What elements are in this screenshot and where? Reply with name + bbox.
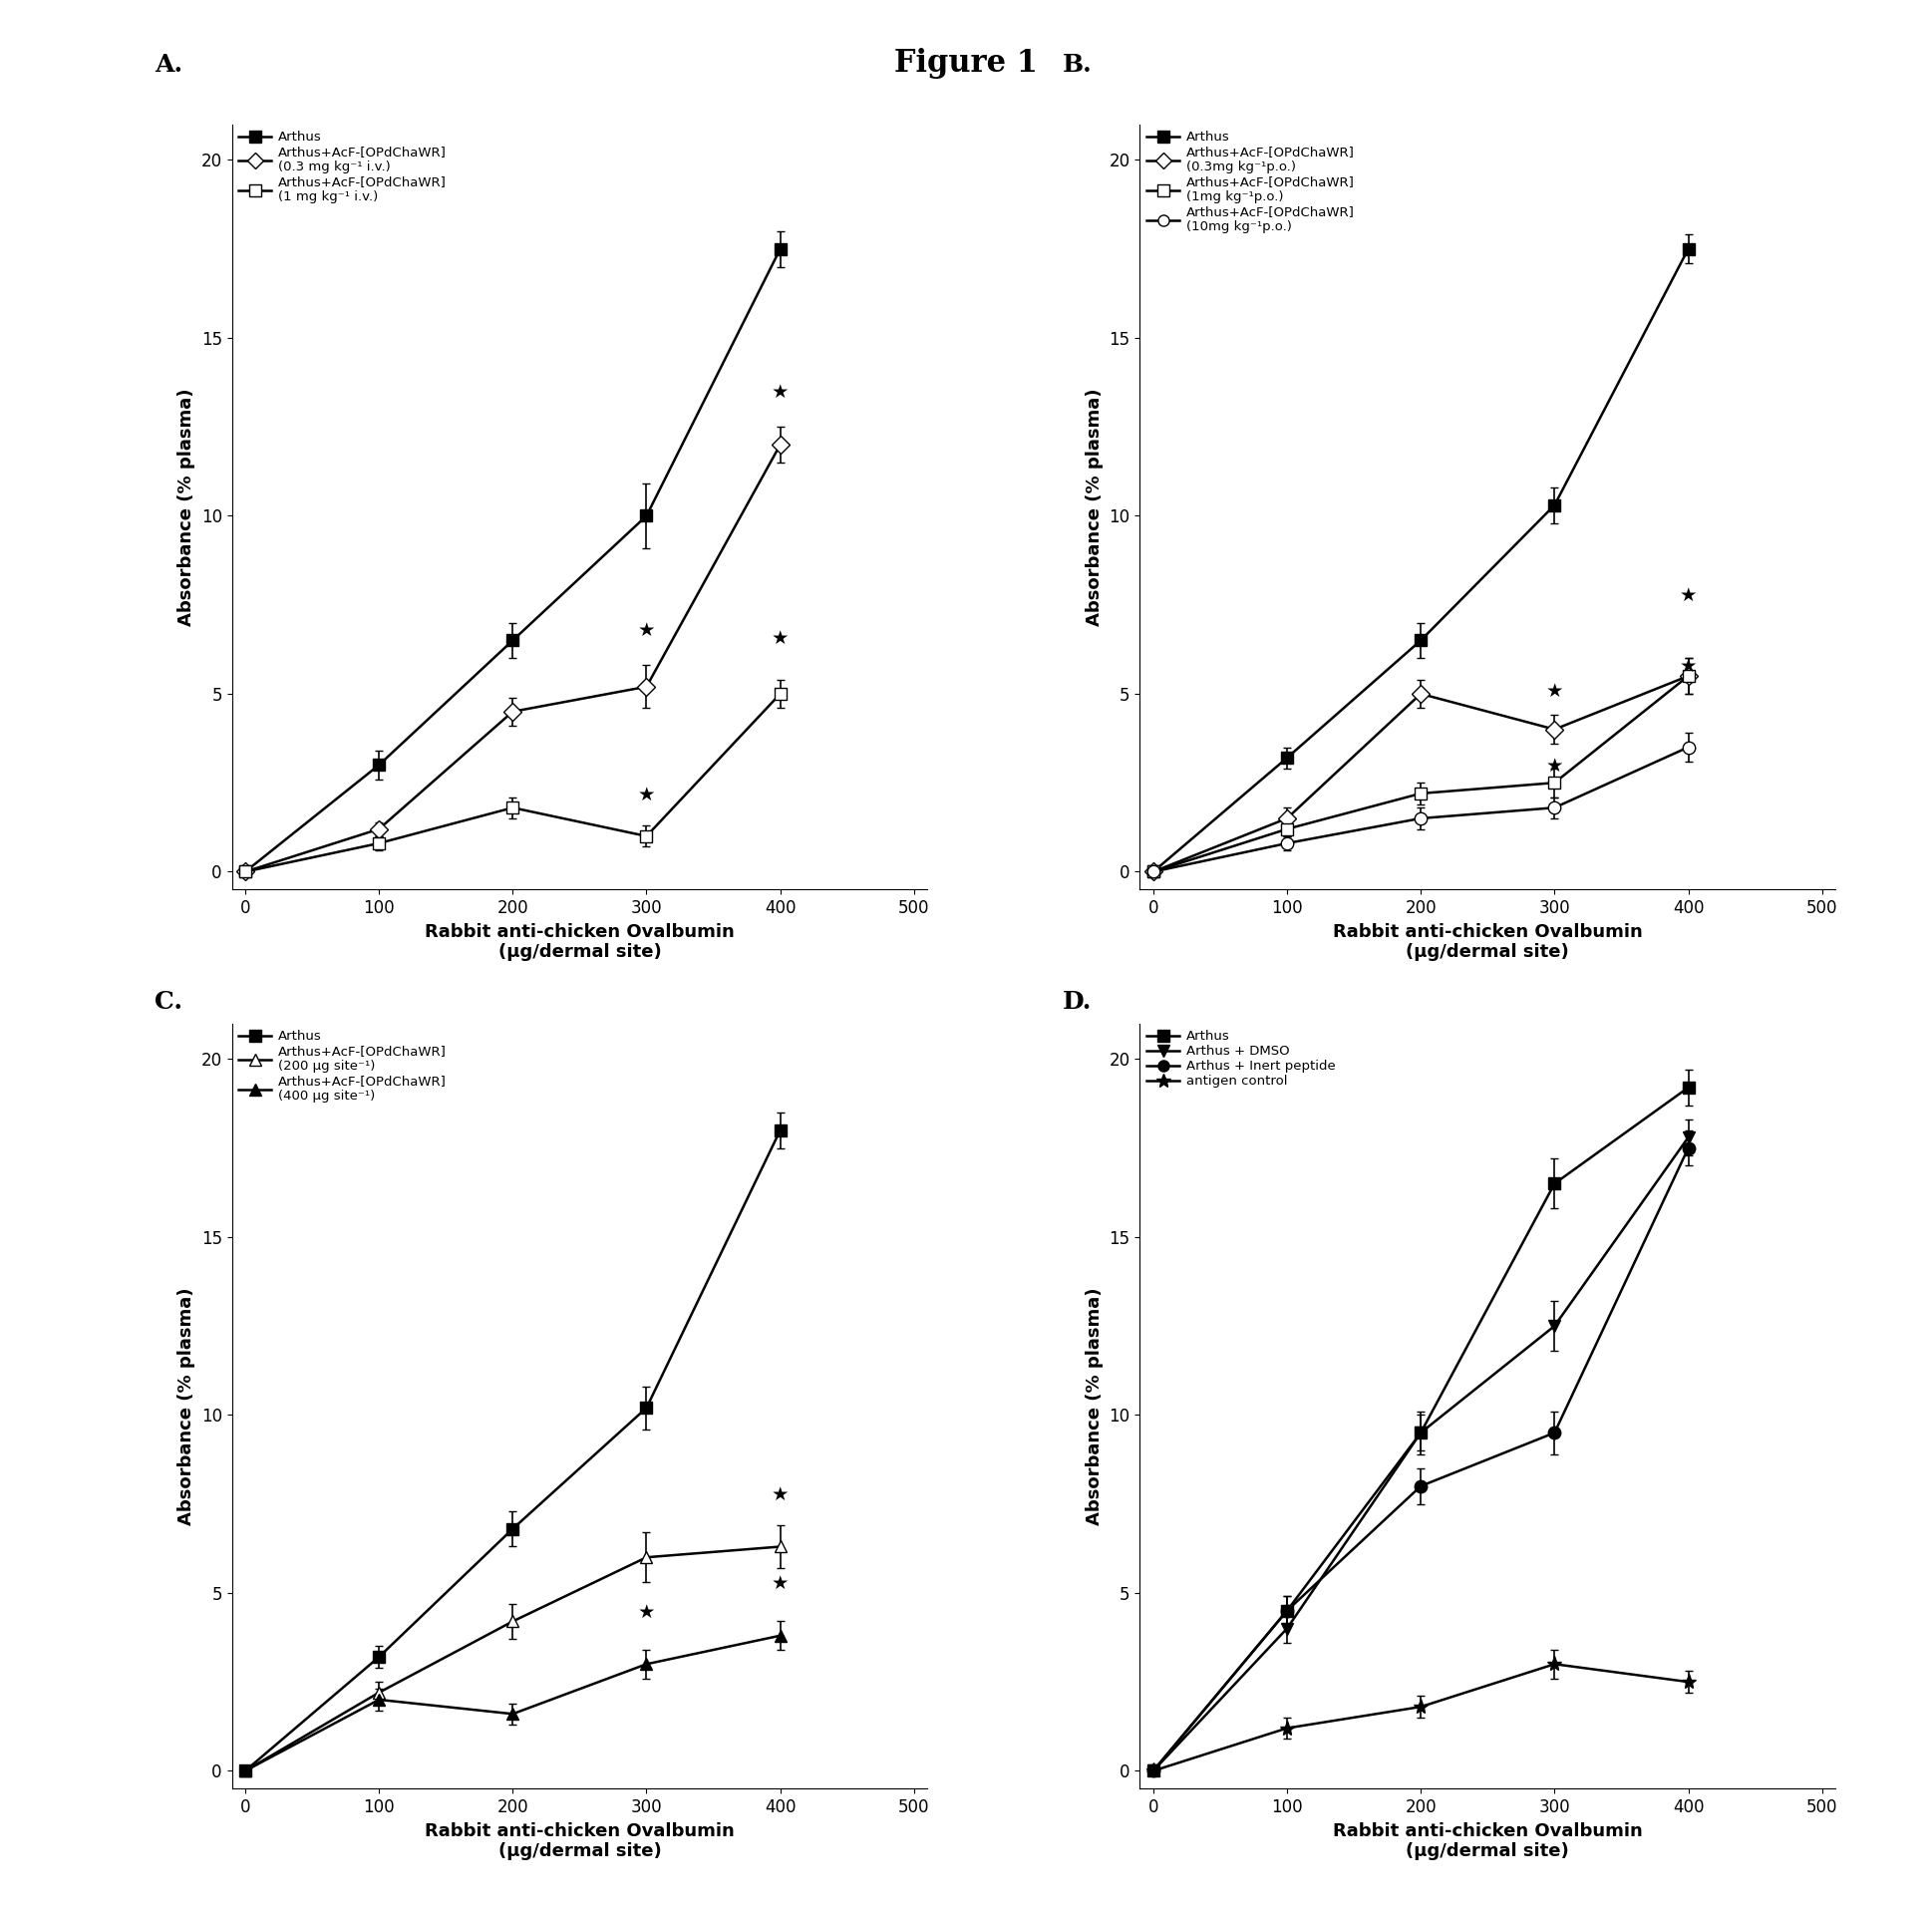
Legend: Arthus, Arthus+AcF-[OPdChaWR]
(0.3mg kg⁻¹p.o.), Arthus+AcF-[OPdChaWR]
(1mg kg⁻¹p: Arthus, Arthus+AcF-[OPdChaWR] (0.3mg kg⁻…: [1142, 126, 1358, 237]
Y-axis label: Absorbance (% plasma): Absorbance (% plasma): [1086, 1287, 1103, 1525]
X-axis label: Rabbit anti-chicken Ovalbumin
(μg/dermal site): Rabbit anti-chicken Ovalbumin (μg/dermal…: [1333, 922, 1642, 962]
X-axis label: Rabbit anti-chicken Ovalbumin
(μg/dermal site): Rabbit anti-chicken Ovalbumin (μg/dermal…: [1333, 1821, 1642, 1861]
Text: ★: ★: [1546, 758, 1563, 775]
Y-axis label: Absorbance (% plasma): Absorbance (% plasma): [1086, 388, 1103, 626]
Text: D.: D.: [1063, 989, 1092, 1014]
Text: ★: ★: [638, 784, 655, 803]
Text: ★: ★: [638, 622, 655, 641]
Text: ★: ★: [1679, 656, 1696, 675]
Text: C.: C.: [155, 989, 182, 1014]
Text: ★: ★: [771, 1574, 788, 1594]
Text: ★: ★: [1546, 681, 1563, 700]
Text: B.: B.: [1063, 52, 1092, 77]
Text: ★: ★: [1679, 585, 1696, 605]
Legend: Arthus, Arthus + DMSO, Arthus + Inert peptide, antigen control: Arthus, Arthus + DMSO, Arthus + Inert pe…: [1142, 1025, 1339, 1092]
Text: ★: ★: [771, 1484, 788, 1504]
X-axis label: Rabbit anti-chicken Ovalbumin
(μg/dermal site): Rabbit anti-chicken Ovalbumin (μg/dermal…: [425, 1821, 734, 1861]
Legend: Arthus, Arthus+AcF-[OPdChaWR]
(0.3 mg kg⁻¹ i.v.), Arthus+AcF-[OPdChaWR]
(1 mg kg: Arthus, Arthus+AcF-[OPdChaWR] (0.3 mg kg…: [234, 126, 450, 209]
Legend: Arthus, Arthus+AcF-[OPdChaWR]
(200 μg site⁻¹), Arthus+AcF-[OPdChaWR]
(400 μg sit: Arthus, Arthus+AcF-[OPdChaWR] (200 μg si…: [234, 1025, 450, 1108]
Text: Figure 1: Figure 1: [895, 48, 1037, 78]
X-axis label: Rabbit anti-chicken Ovalbumin
(μg/dermal site): Rabbit anti-chicken Ovalbumin (μg/dermal…: [425, 922, 734, 962]
Text: ★: ★: [771, 629, 788, 647]
Y-axis label: Absorbance (% plasma): Absorbance (% plasma): [178, 1287, 195, 1525]
Text: A.: A.: [155, 52, 184, 77]
Y-axis label: Absorbance (% plasma): Absorbance (% plasma): [178, 388, 195, 626]
Text: ★: ★: [638, 1603, 655, 1622]
Text: ★: ★: [771, 383, 788, 402]
